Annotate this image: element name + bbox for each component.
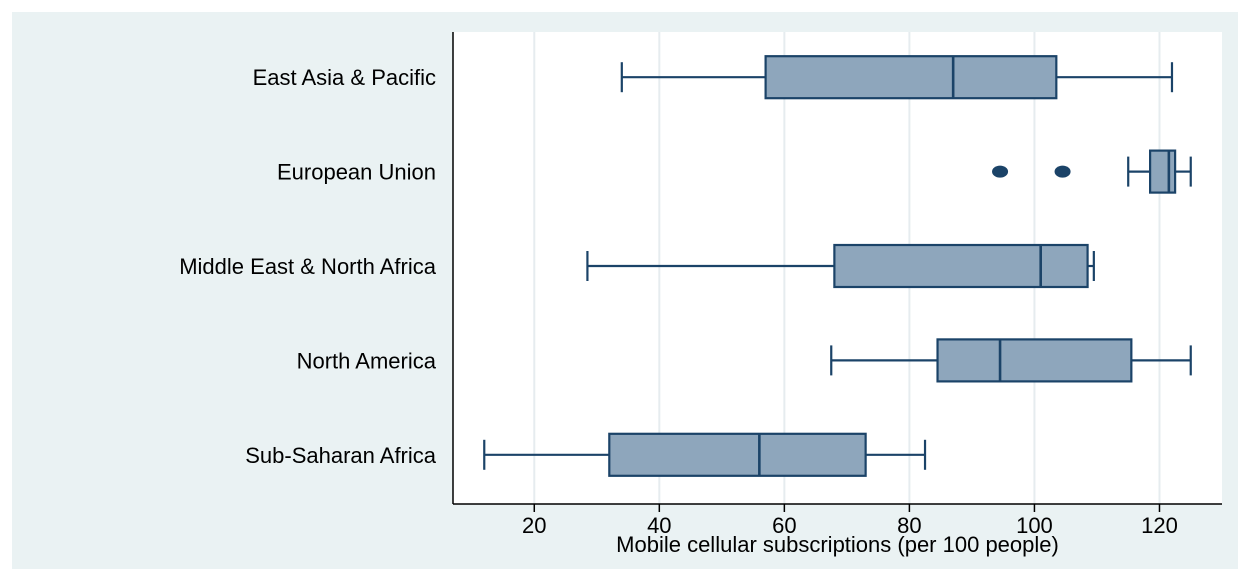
outlier-point (1054, 165, 1071, 178)
box-series (483, 55, 1192, 477)
chart-container: East Asia & Pacific European Union Middle … (12, 12, 1238, 569)
iqr-box (833, 243, 1089, 289)
box-group (992, 149, 1192, 194)
x-tick-label: 40 (647, 513, 671, 538)
iqr-box (608, 432, 867, 477)
category-label: Middle East & North Africa (179, 254, 437, 279)
x-tick-label: 20 (522, 513, 546, 538)
category-label: North America (297, 348, 437, 373)
x-tick-label: 80 (897, 513, 921, 538)
boxplot-chart: East Asia & Pacific European Union Middle … (179, 32, 1222, 557)
x-axis-ticks: 20 40 60 80 100 120 (522, 504, 1178, 538)
x-tick-label: 60 (772, 513, 796, 538)
box-group (830, 338, 1192, 383)
axes (452, 32, 1222, 505)
category-label: East Asia & Pacific (253, 65, 436, 90)
category-label: European Union (277, 160, 436, 185)
iqr-box (1149, 149, 1177, 194)
outlier-point (992, 165, 1009, 178)
x-tick-label: 120 (1141, 513, 1178, 538)
category-label: Sub-Saharan Africa (245, 443, 437, 468)
iqr-box (764, 55, 1058, 100)
iqr-box (936, 338, 1133, 383)
x-axis-title: Mobile cellular subscriptions (per 100 p… (616, 532, 1059, 557)
x-tick-label: 100 (1016, 513, 1053, 538)
box-group (620, 55, 1174, 100)
box-group (586, 243, 1095, 289)
box-group (483, 432, 927, 477)
category-labels: East Asia & Pacific European Union Middle … (179, 65, 437, 468)
